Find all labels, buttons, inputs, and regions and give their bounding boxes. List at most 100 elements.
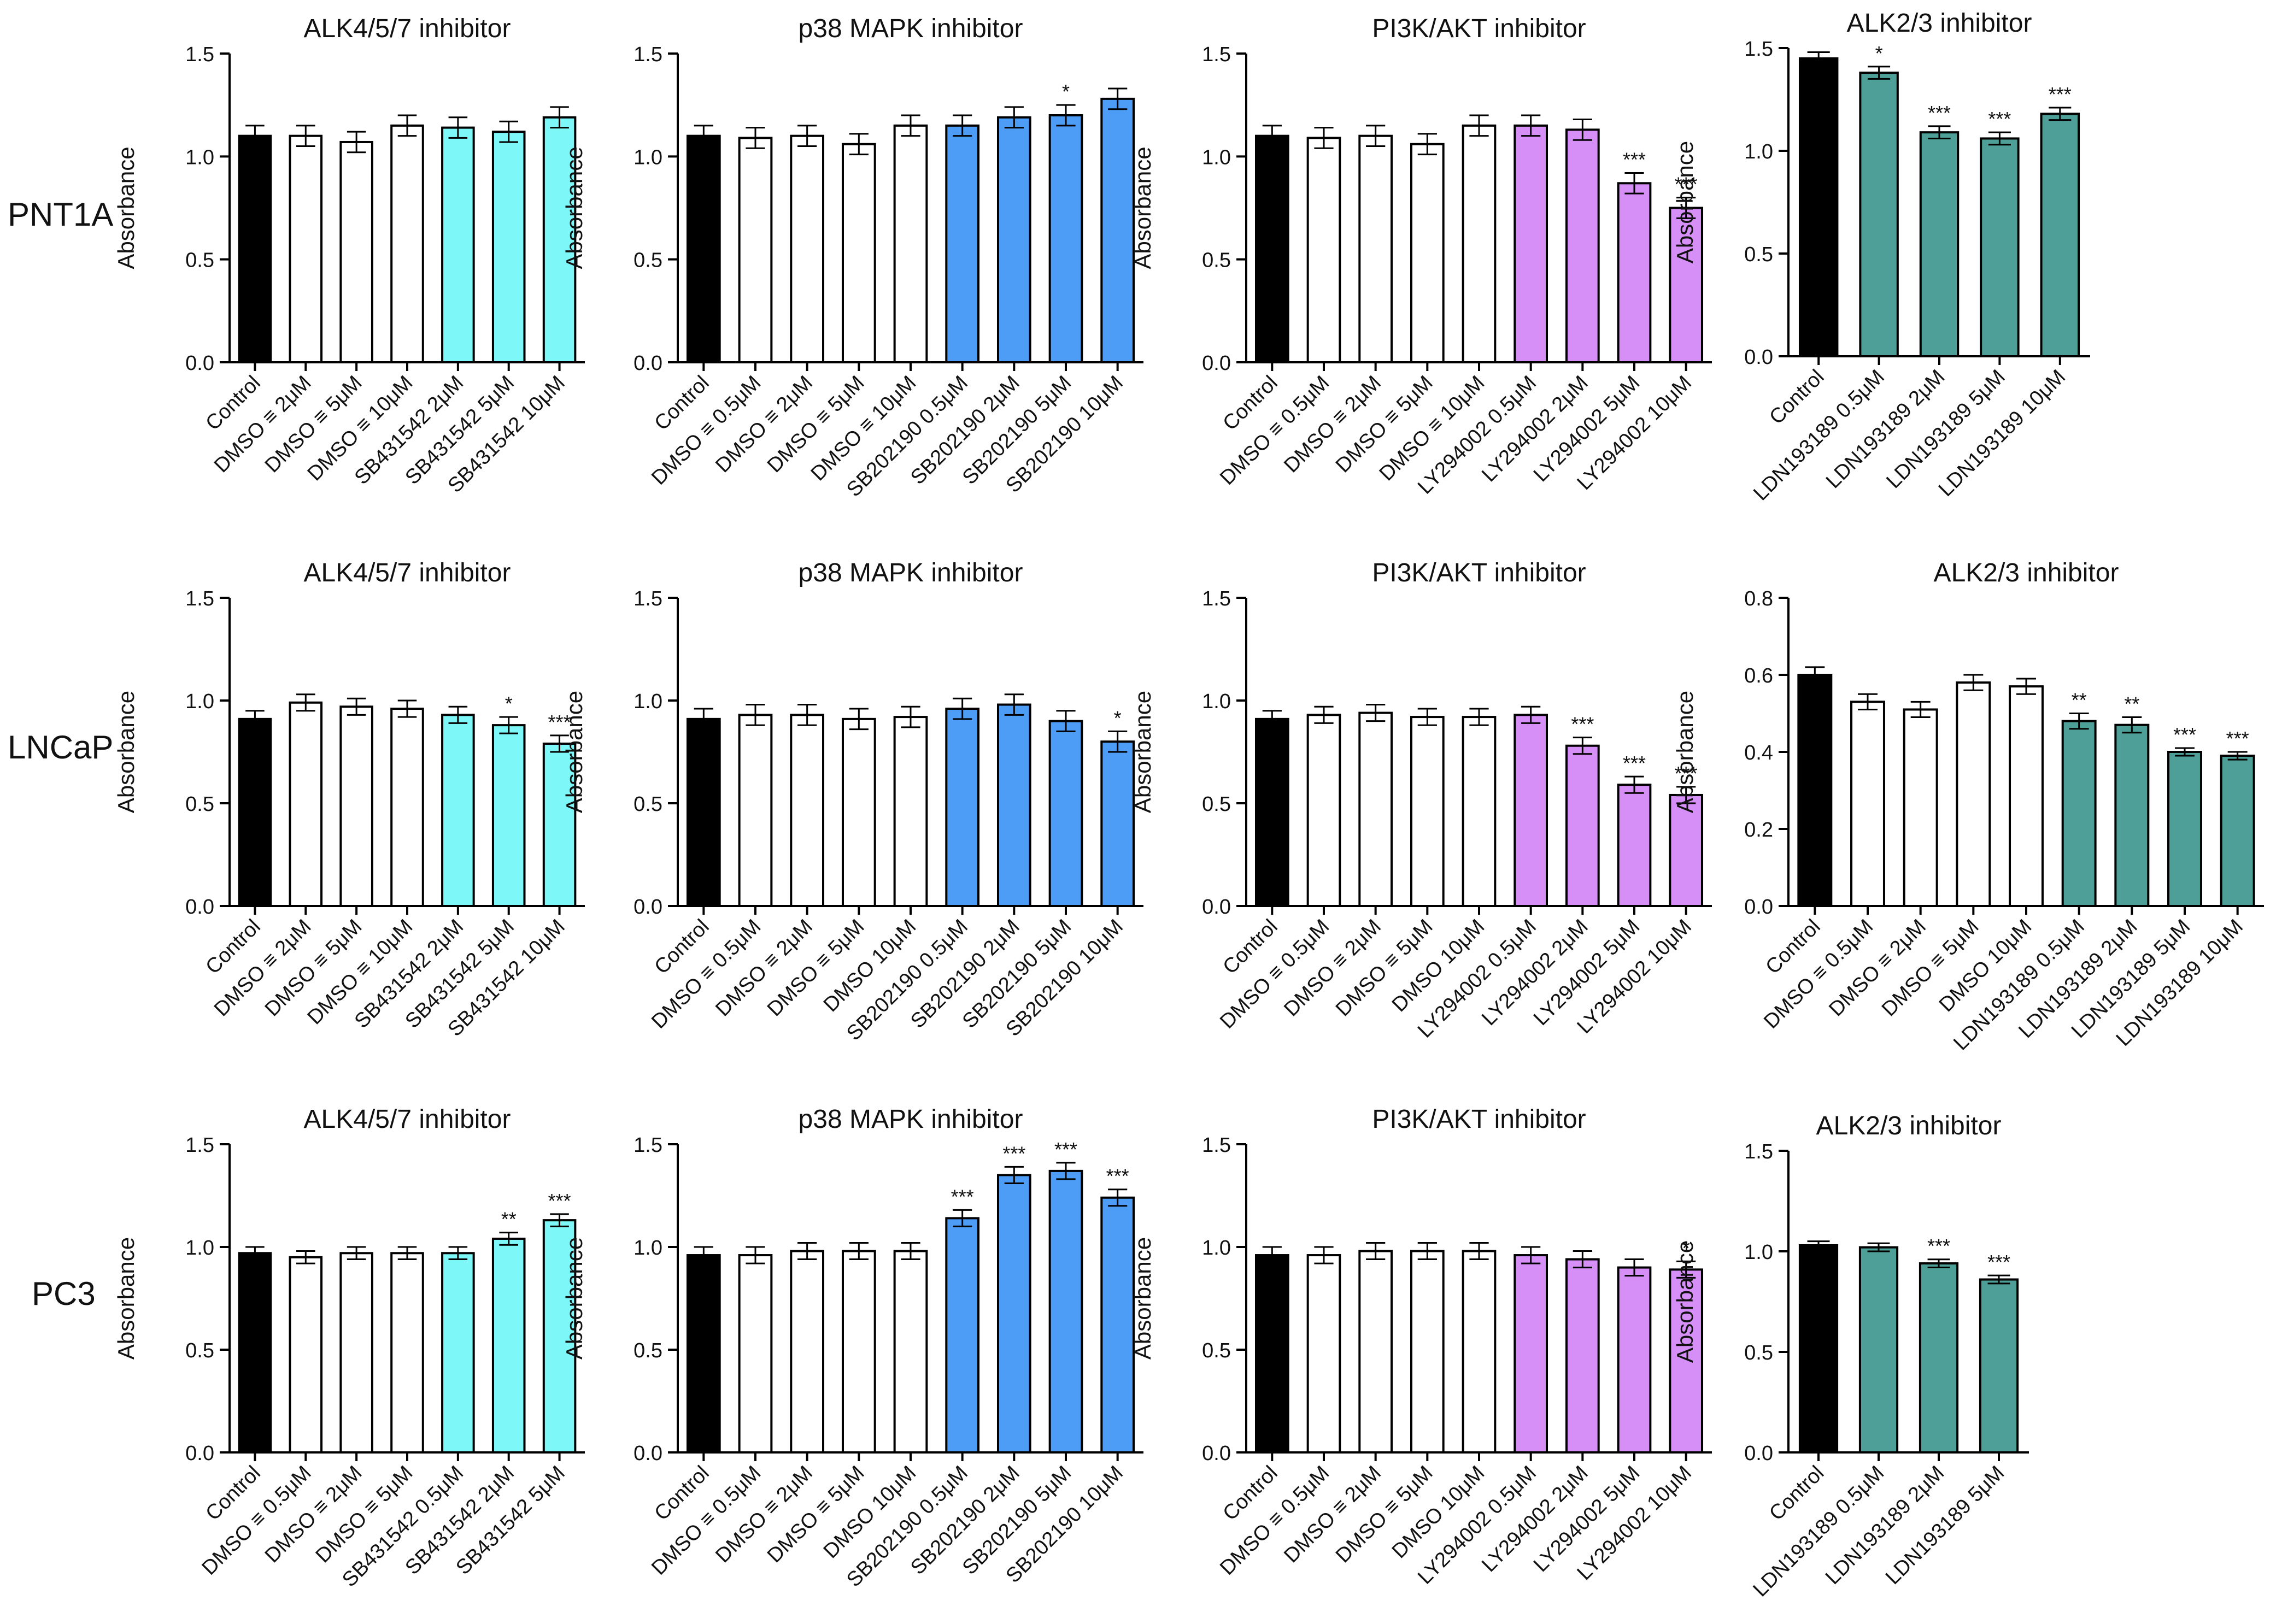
significance-label: ***	[2173, 723, 2196, 746]
y-tick-label: 0.5	[1202, 793, 1231, 816]
y-axis-label: Absorbance	[561, 1237, 587, 1360]
panel-1-3: ALK2/3 inhibitor Absorbance 0.0 0.2 0.4 0.6 0.…	[1672, 558, 2264, 1055]
y-tick-label: 1.5	[1202, 587, 1231, 610]
y-tick-label: 0.5	[185, 249, 214, 272]
y-tick-label: 1.5	[185, 587, 214, 610]
row-label-pc3: PC3	[32, 1275, 96, 1312]
panel-1-2: PI3K/AKT inhibitor Absorbance 0.0 0.5 1.0 1.5…	[1130, 558, 1712, 1043]
panel-1-1: p38 MAPK inhibitor Absorbance 0.0 0.5 1.0 1.5…	[561, 558, 1143, 1045]
significance-label: ***	[1054, 1138, 1077, 1161]
y-tick-label: 0.5	[633, 249, 662, 272]
y-tick-label: 0.0	[1202, 1442, 1231, 1465]
bar	[1513, 1254, 1548, 1454]
bar	[2061, 720, 2097, 907]
y-tick-label: 1.5	[633, 587, 662, 610]
y-tick-label: 0.5	[633, 793, 662, 816]
y-tick-label: 0.0	[1202, 352, 1231, 375]
bar	[2040, 113, 2080, 357]
y-tick-label: 1.0	[185, 146, 214, 169]
bar	[1919, 1262, 1959, 1454]
bar	[238, 134, 272, 364]
bar	[1956, 681, 1991, 907]
bar	[1306, 137, 1341, 364]
y-tick-label: 1.5	[633, 1134, 662, 1157]
y-tick-label: 1.5	[1202, 43, 1231, 66]
bar	[996, 703, 1031, 908]
y-tick-label: 0.5	[1744, 243, 1773, 266]
bar	[1462, 124, 1497, 363]
panel-title: p38 MAPK inhibitor	[799, 1105, 1023, 1134]
bar	[390, 1252, 424, 1454]
y-tick-label: 0.0	[185, 352, 214, 375]
bar	[686, 717, 721, 907]
bar	[996, 1174, 1031, 1454]
significance-label: ***	[1675, 762, 1698, 785]
panel-0-3: ALK2/3 inhibitorAbsorbance0.00.51.01.5Co…	[1672, 9, 2090, 505]
bar	[2114, 723, 2150, 908]
bar	[1798, 1244, 1839, 1454]
y-tick-label: 1.0	[633, 146, 662, 169]
bar	[1048, 114, 1083, 363]
bar	[841, 143, 876, 363]
significance-label: ***	[951, 1185, 974, 1208]
y-tick-label: 0.0	[633, 352, 662, 375]
bar	[1850, 701, 1885, 907]
y-tick-label: 1.5	[1744, 1140, 1773, 1163]
y-tick-label: 1.5	[1202, 1134, 1231, 1157]
significance-label: ***	[1928, 102, 1951, 124]
bar	[1048, 720, 1083, 907]
y-tick-label: 0.5	[1744, 1341, 1773, 1364]
bar	[1410, 143, 1445, 363]
bar	[390, 124, 424, 363]
significance-label: **	[2124, 693, 2139, 715]
y-tick-label: 0.5	[633, 1339, 662, 1362]
bar	[1669, 1268, 1704, 1454]
panel-0-0: ALK4/5/7 inhibitor Absorbance 0.0 0.5 1.0 1.5…	[113, 14, 585, 497]
bar	[2167, 751, 2202, 907]
bar	[1306, 1254, 1341, 1454]
y-tick-label: 0.0	[185, 1442, 214, 1465]
y-tick-label: 0.5	[1202, 249, 1231, 272]
bar	[1410, 716, 1445, 907]
y-axis-label: Absorbance	[561, 691, 587, 813]
y-axis-label: Absorbance	[1130, 1237, 1155, 1360]
y-tick-label: 0.0	[633, 896, 662, 919]
panel-title: p38 MAPK inhibitor	[799, 14, 1023, 43]
bar	[1254, 134, 1289, 364]
y-axis-label: Absorbance	[1130, 146, 1155, 269]
y-tick-label: 1.5	[633, 43, 662, 66]
significance-label: ***	[1623, 752, 1646, 774]
bar	[1048, 1169, 1083, 1454]
panel-title: ALK4/5/7 inhibitor	[304, 14, 511, 43]
significance-label: ***	[1988, 108, 2011, 130]
bar	[790, 134, 825, 364]
bar	[1513, 124, 1548, 363]
panel-title: PI3K/AKT inhibitor	[1372, 1105, 1586, 1134]
bar	[1462, 1250, 1497, 1454]
panel-1-0: ALK4/5/7 inhibitor Absorbance 0.0 0.5 1.0 1.5…	[113, 558, 585, 1041]
bar	[1306, 714, 1341, 907]
bar	[1617, 784, 1652, 908]
y-tick-label: 1.0	[1202, 146, 1231, 169]
significance-label: ***	[2226, 727, 2249, 750]
y-tick-label: 1.0	[1744, 1241, 1773, 1264]
significance-label: *	[1875, 42, 1883, 64]
y-axis-label: Absorbance	[113, 146, 139, 269]
bar	[1859, 72, 1899, 357]
bar	[1797, 674, 1833, 907]
bar	[1513, 714, 1548, 907]
bar	[841, 717, 876, 907]
panel-0-2: PI3K/AKT inhibitor Absorbance 0.0 0.5 1.0 1.5…	[1130, 14, 1712, 499]
bar	[738, 1254, 773, 1454]
bar	[1565, 128, 1600, 363]
y-tick-label: 0.0	[1744, 1442, 1773, 1465]
bar	[289, 134, 323, 364]
bar	[390, 708, 424, 908]
y-tick-label: 0.0	[1202, 896, 1231, 919]
significance-label: ***	[1675, 173, 1698, 196]
bar	[1358, 711, 1393, 908]
y-axis-label: Absorbance	[1130, 691, 1155, 813]
panel-title: ALK4/5/7 inhibitor	[304, 1105, 511, 1134]
significance-label: ***	[1002, 1142, 1025, 1164]
